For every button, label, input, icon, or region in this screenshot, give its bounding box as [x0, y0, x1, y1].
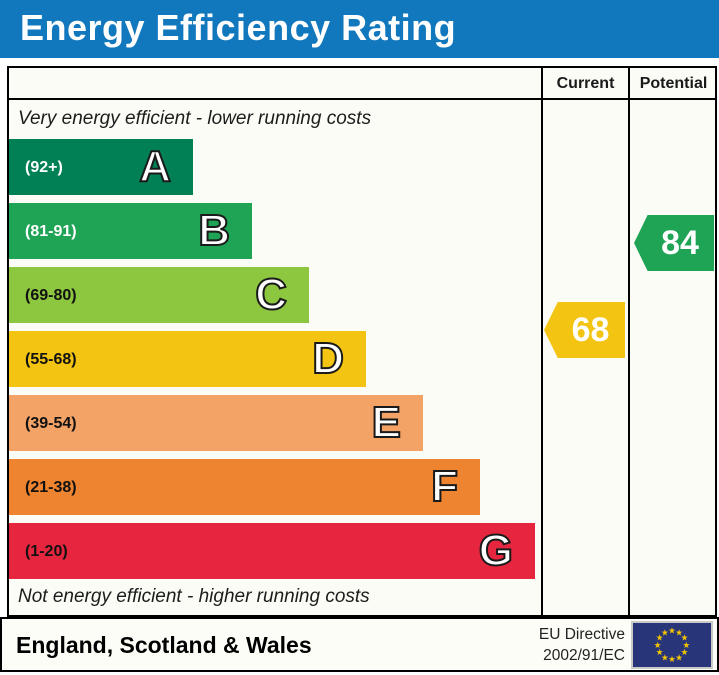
band-letter: A	[138, 141, 172, 192]
band-range-label: (81-91)	[25, 223, 77, 240]
chart-title-bar: Energy Efficiency Rating	[0, 0, 719, 58]
svg-text:★: ★	[675, 653, 683, 663]
band-range-label: (39-54)	[25, 415, 77, 432]
band-letter: G	[478, 525, 514, 576]
svg-text:★: ★	[656, 634, 664, 644]
band-range-label: (1-20)	[25, 543, 68, 560]
svg-text:★: ★	[681, 648, 689, 658]
header-divider	[7, 98, 717, 100]
svg-text:★: ★	[654, 641, 662, 651]
potential-column-divider	[628, 66, 630, 617]
svg-text:★: ★	[668, 627, 676, 637]
svg-text:★: ★	[681, 634, 689, 644]
eu-directive-label: EU Directive 2002/91/EC	[539, 624, 625, 666]
column-header-potential: Potential	[639, 75, 708, 92]
band-range-label: (21-38)	[25, 479, 77, 496]
eu-flag-icon: ★ ★ ★ ★ ★ ★ ★ ★ ★ ★ ★ ★	[631, 621, 713, 669]
svg-text:★: ★	[661, 628, 669, 638]
band-row-c: (69-80) C	[9, 267, 309, 323]
top-note: Very energy efficient - lower running co…	[18, 108, 372, 129]
band-range-label: (55-68)	[25, 351, 77, 368]
band-range-label: (92+)	[25, 159, 63, 176]
svg-text:★: ★	[661, 653, 669, 663]
svg-text:★: ★	[675, 628, 683, 638]
band-letter: B	[197, 205, 231, 256]
footer-bar: England, Scotland & Wales EU Directive 2…	[0, 617, 719, 672]
band-letter: E	[371, 397, 402, 448]
bottom-note: Not energy efficient - higher running co…	[18, 586, 370, 607]
eu-directive-line2: 2002/91/EC	[543, 647, 625, 664]
potential-rating-arrow: 84	[634, 215, 714, 271]
svg-text:★: ★	[668, 655, 676, 665]
band-row-f: (21-38) F	[9, 459, 480, 515]
region-label: England, Scotland & Wales	[16, 632, 312, 658]
svg-text:★: ★	[682, 641, 690, 651]
svg-text:★: ★	[656, 648, 664, 658]
band-letter: C	[254, 269, 288, 320]
band-row-e: (39-54) E	[9, 395, 423, 451]
eu-flag-stars: ★ ★ ★ ★ ★ ★ ★ ★ ★ ★ ★ ★	[654, 627, 691, 666]
band-row-b: (81-91) B	[9, 203, 252, 259]
current-column-divider	[541, 66, 543, 617]
band-range-label: (69-80)	[25, 287, 77, 304]
band-letter: F	[430, 461, 459, 512]
eu-directive-line1: EU Directive	[538, 626, 625, 643]
band-letter: D	[311, 333, 345, 384]
column-header-current: Current	[556, 75, 615, 92]
current-rating-arrow: 68	[544, 302, 625, 358]
band-row-d: (55-68) D	[9, 331, 366, 387]
band-row-a: (92+) A	[9, 139, 193, 195]
band-row-g: (1-20) G	[9, 523, 535, 579]
